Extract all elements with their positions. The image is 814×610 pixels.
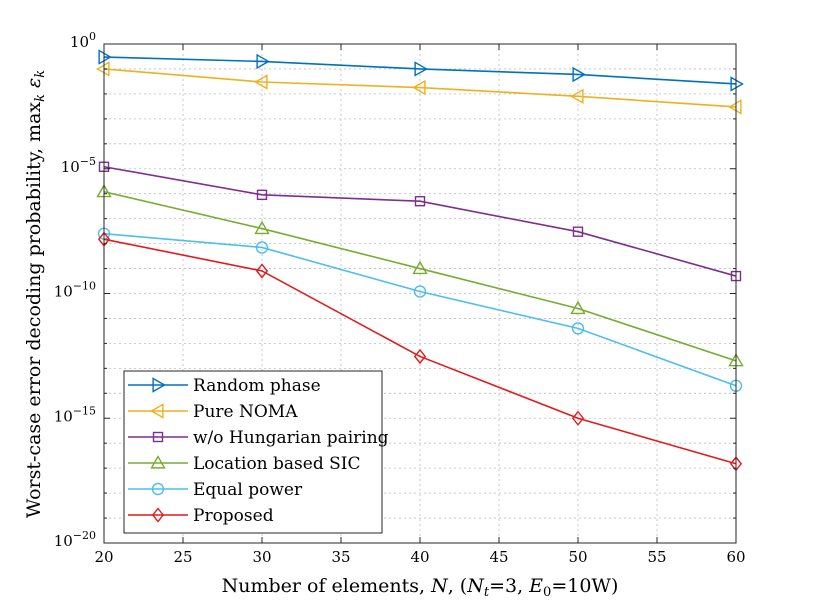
data-point-proposed bbox=[571, 410, 585, 426]
legend-label-random-phase: Random phase bbox=[193, 376, 321, 396]
legend-label-w-o-hungarian-pairing: w/o Hungarian pairing bbox=[193, 428, 389, 448]
y-tick-label: 100 bbox=[70, 30, 96, 51]
data-point-random-phase bbox=[730, 76, 744, 92]
x-tick-label: 30 bbox=[252, 548, 271, 566]
series-line-w-o-hungarian-pairing bbox=[103, 165, 737, 277]
x-tick-label: 50 bbox=[568, 548, 587, 566]
data-point-location-based-sic bbox=[254, 220, 270, 235]
legend: Random phase Pure NOMA w/o Hungarian pairi… bbox=[123, 370, 389, 534]
series-line-pure-noma bbox=[103, 68, 737, 108]
series-line-equal-power bbox=[103, 232, 737, 387]
legend-label-equal-power: Equal power bbox=[193, 480, 303, 500]
legend-marker-location-based-sic bbox=[150, 455, 166, 469]
series-line-location-based-sic bbox=[103, 190, 737, 362]
data-point-location-based-sic bbox=[570, 300, 586, 315]
legend-marker-random-phase bbox=[152, 377, 166, 393]
x-tick-label: 25 bbox=[173, 548, 192, 566]
legend-label-proposed: Proposed bbox=[193, 506, 274, 526]
data-point-w-o-hungarian-pairing bbox=[256, 189, 268, 201]
x-tick-label: 45 bbox=[489, 548, 508, 566]
series-pure-noma bbox=[96, 61, 742, 115]
data-point-pure-noma bbox=[728, 99, 742, 115]
data-point-equal-power bbox=[255, 241, 269, 254]
data-point-proposed bbox=[255, 263, 269, 279]
data-point-pure-noma bbox=[254, 74, 268, 90]
series-equal-power bbox=[97, 227, 743, 392]
legend-label-location-based-sic: Location based SIC bbox=[193, 454, 361, 474]
ticks: 20 25 30 35 40 45 50 55 60 100 10−5 10−10 10−15 10−20 bbox=[54, 30, 746, 566]
data-point-random-phase bbox=[414, 61, 428, 77]
x-tick-label: 35 bbox=[331, 548, 350, 566]
x-tick-label: 60 bbox=[726, 548, 745, 566]
x-axis-label: Number of elements, N, (Nt=3, E0=10W) bbox=[222, 575, 619, 600]
series-random-phase bbox=[98, 49, 744, 92]
legend-marker-proposed bbox=[151, 507, 165, 523]
y-tick-label: 10−15 bbox=[54, 404, 96, 425]
series-line-random-phase bbox=[103, 56, 737, 85]
legend-marker-w-o-hungarian-pairing bbox=[152, 431, 164, 443]
x-tick-label: 20 bbox=[94, 548, 113, 566]
data-point-equal-power bbox=[571, 322, 585, 335]
data-point-random-phase bbox=[256, 53, 270, 70]
y-tick-label: 10−10 bbox=[54, 280, 96, 301]
data-point-random-phase bbox=[98, 49, 112, 65]
y-tick-label: 10−5 bbox=[61, 155, 96, 176]
data-point-pure-noma bbox=[570, 88, 584, 105]
data-point-location-based-sic bbox=[412, 260, 428, 275]
x-tick-label: 40 bbox=[410, 548, 429, 566]
data-point-w-o-hungarian-pairing bbox=[572, 226, 584, 237]
legend-box bbox=[123, 370, 383, 534]
legend-marker-pure-noma bbox=[150, 403, 164, 419]
legend-marker-equal-power bbox=[151, 482, 165, 496]
x-tick-label: 55 bbox=[647, 548, 666, 566]
data-point-w-o-hungarian-pairing bbox=[414, 196, 426, 207]
legend-label-pure-noma: Pure NOMA bbox=[193, 402, 298, 422]
data-point-equal-power bbox=[413, 285, 427, 298]
data-point-pure-noma bbox=[412, 79, 426, 96]
data-point-random-phase bbox=[572, 66, 586, 83]
y-axis-label: Worst-case error decoding probability, m… bbox=[23, 70, 48, 518]
data-point-proposed bbox=[413, 348, 427, 365]
y-tick-label: 10−20 bbox=[54, 529, 96, 550]
data-point-pure-noma bbox=[96, 61, 110, 77]
series-line-proposed bbox=[103, 238, 737, 465]
